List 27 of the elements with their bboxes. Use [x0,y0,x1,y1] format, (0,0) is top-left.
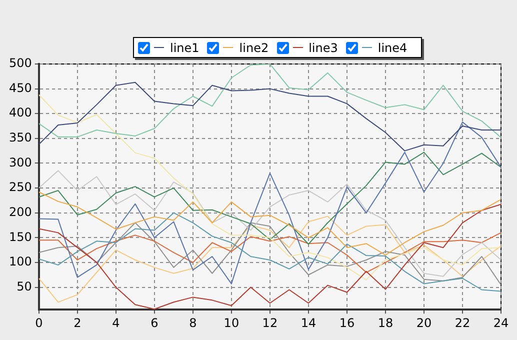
y-tick-label: 350 [9,130,32,145]
y-tick-label: 400 [9,106,32,120]
legend-label: line4 [378,40,408,54]
y-tick-label: 500 [9,56,32,70]
y-tick-label: 150 [9,230,32,244]
legend-label: line1 [170,40,200,54]
y-tick-label: 100 [9,254,32,269]
x-tick-label: 16 [339,316,355,330]
y-tick-label: 300 [9,155,32,170]
y-tick-label: 200 [9,204,32,219]
x-tick-label: 8 [189,316,197,330]
x-tick-label: 6 [150,316,158,330]
x-tick-label: 20 [416,316,432,330]
legend-label: line2 [239,40,269,54]
x-tick-label: 4 [112,316,120,330]
x-tick-label: 10 [224,316,240,330]
x-tick-label: 24 [493,316,509,330]
x-tick-label: 2 [74,316,82,330]
y-tick-label: 50 [16,279,32,294]
x-tick-label: 18 [378,316,394,330]
x-tick-label: 0 [35,316,43,330]
legend-label: line3 [308,40,338,54]
x-tick-label: 22 [454,316,470,330]
y-tick-label: 450 [9,80,32,95]
x-tick-label: 12 [262,316,278,330]
x-tick-label: 14 [300,316,316,330]
y-tick-label: 250 [9,180,32,194]
